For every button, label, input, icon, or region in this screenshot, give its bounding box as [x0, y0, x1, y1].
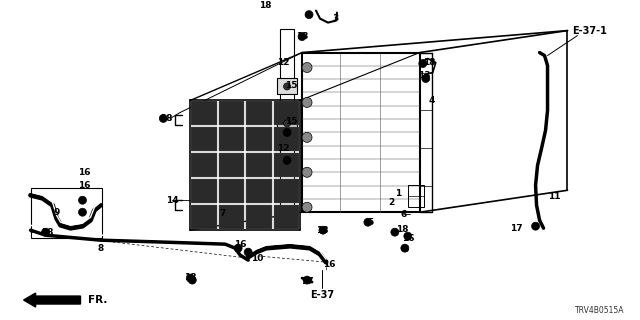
Text: 17: 17	[301, 276, 314, 285]
Text: 18: 18	[316, 226, 328, 235]
Circle shape	[319, 226, 327, 234]
Bar	[280, 28, 294, 210]
Circle shape	[79, 208, 86, 216]
Circle shape	[234, 244, 242, 252]
Circle shape	[419, 60, 427, 68]
Text: 12: 12	[277, 144, 289, 153]
Circle shape	[159, 115, 167, 123]
Bar	[191, 101, 217, 125]
Bar	[273, 153, 299, 177]
Text: 11: 11	[548, 192, 561, 201]
Circle shape	[283, 156, 291, 164]
Text: E-37: E-37	[310, 290, 334, 300]
Bar	[273, 101, 299, 125]
Bar	[246, 179, 271, 203]
Text: 8: 8	[97, 244, 104, 253]
Circle shape	[364, 218, 372, 226]
Bar	[219, 179, 244, 203]
Text: 15: 15	[285, 117, 298, 126]
Bar	[219, 153, 244, 177]
Text: 18: 18	[42, 228, 54, 237]
Circle shape	[302, 202, 312, 212]
Text: 2: 2	[388, 198, 395, 207]
Bar	[273, 205, 299, 229]
Text: 1: 1	[395, 189, 401, 198]
Circle shape	[298, 33, 306, 41]
Circle shape	[303, 276, 311, 284]
Text: 7: 7	[219, 209, 225, 218]
Bar	[219, 127, 244, 151]
Circle shape	[401, 244, 409, 252]
Text: 3: 3	[333, 14, 339, 23]
Text: 18: 18	[160, 114, 173, 123]
Bar	[219, 101, 244, 125]
Text: 18: 18	[424, 58, 436, 67]
Circle shape	[532, 222, 540, 230]
Circle shape	[422, 75, 430, 83]
Bar	[246, 101, 271, 125]
Text: 16: 16	[234, 240, 246, 249]
Bar	[273, 179, 299, 203]
Bar	[31, 188, 102, 238]
Bar	[277, 116, 297, 132]
Circle shape	[42, 228, 49, 236]
Text: 12: 12	[277, 58, 289, 67]
Circle shape	[302, 98, 312, 108]
Text: 13: 13	[296, 32, 308, 41]
Text: 15: 15	[285, 81, 298, 90]
Text: 16: 16	[78, 181, 91, 190]
Circle shape	[302, 167, 312, 177]
Text: 4: 4	[429, 96, 435, 105]
Text: 5: 5	[403, 245, 409, 254]
Text: 14: 14	[166, 196, 179, 205]
Bar	[246, 153, 271, 177]
Text: 16: 16	[78, 168, 91, 177]
Text: 5: 5	[367, 218, 373, 227]
Circle shape	[284, 120, 291, 127]
Circle shape	[284, 83, 291, 90]
Bar	[273, 127, 299, 151]
Text: 13: 13	[417, 71, 430, 80]
Circle shape	[404, 232, 412, 240]
Text: 18: 18	[259, 1, 271, 10]
Text: 18: 18	[396, 225, 408, 234]
Circle shape	[79, 196, 86, 204]
Bar	[191, 179, 217, 203]
Bar	[246, 205, 271, 229]
Text: 10: 10	[251, 254, 263, 263]
Bar	[408, 185, 424, 207]
Text: E-37-1: E-37-1	[572, 26, 607, 36]
Bar	[191, 127, 217, 151]
Text: 9: 9	[53, 208, 60, 217]
Circle shape	[302, 62, 312, 73]
Bar	[277, 78, 297, 94]
Text: 6: 6	[401, 210, 407, 219]
Text: 16: 16	[401, 234, 414, 243]
Circle shape	[188, 276, 196, 284]
Text: FR.: FR.	[88, 295, 108, 305]
Bar	[219, 205, 244, 229]
Circle shape	[302, 132, 312, 142]
Circle shape	[186, 274, 195, 282]
Circle shape	[244, 248, 252, 256]
Circle shape	[283, 128, 291, 136]
Bar	[191, 153, 217, 177]
Circle shape	[391, 228, 399, 236]
Bar	[246, 127, 271, 151]
Text: 18: 18	[184, 273, 196, 282]
Text: 17: 17	[510, 224, 523, 233]
Circle shape	[305, 11, 313, 19]
Bar	[191, 205, 217, 229]
FancyArrow shape	[24, 293, 81, 307]
Text: 16: 16	[323, 260, 335, 268]
Text: TRV4B0515A: TRV4B0515A	[575, 306, 624, 315]
